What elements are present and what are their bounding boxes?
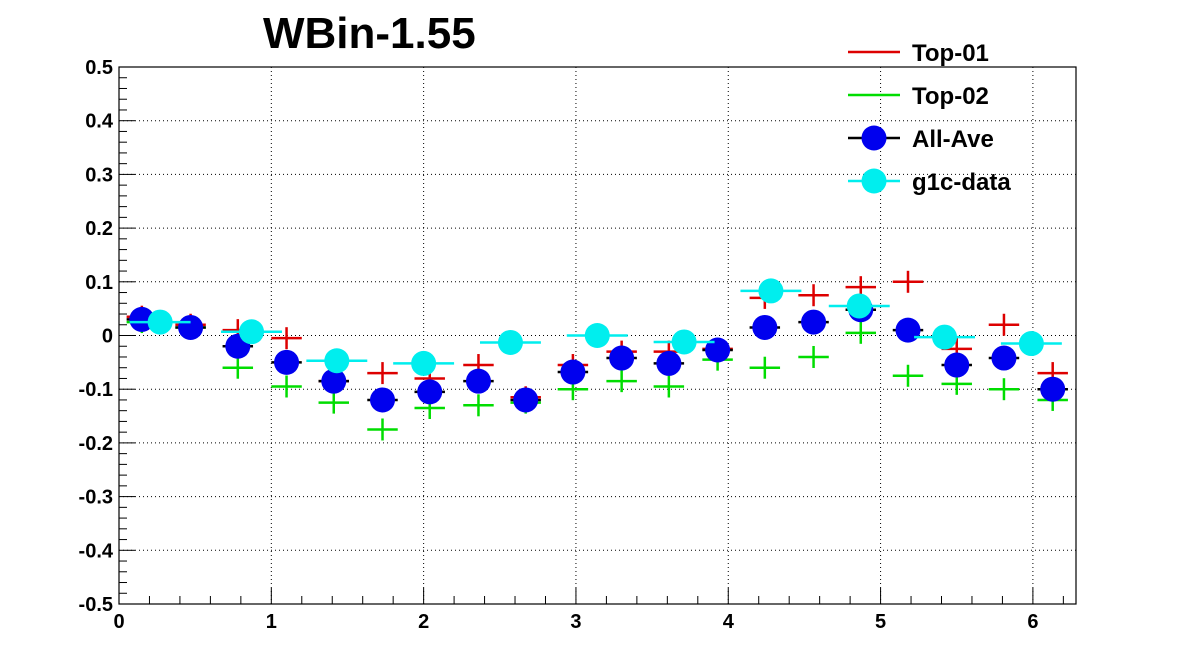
x-axis-tick-labels: 0 1 2 3 4 5 6 bbox=[113, 611, 1038, 633]
legend-marker bbox=[861, 125, 887, 151]
data-point bbox=[758, 278, 784, 304]
data-point bbox=[944, 352, 970, 378]
data-point bbox=[324, 348, 350, 374]
data-point bbox=[801, 309, 827, 335]
axis-ticks bbox=[118, 66, 1064, 605]
data-point bbox=[274, 349, 300, 375]
y-tick-label: -0.4 bbox=[79, 540, 114, 562]
data-point bbox=[752, 314, 778, 340]
y-tick-label: 0 bbox=[102, 326, 113, 348]
legend-item: Top-02 bbox=[848, 83, 989, 110]
x-tick-label: 2 bbox=[418, 611, 429, 633]
y-tick-label: 0.2 bbox=[85, 218, 113, 240]
x-tick-label: 3 bbox=[570, 611, 581, 633]
data-point bbox=[321, 368, 347, 394]
y-tick-label: 0.5 bbox=[85, 57, 113, 79]
chart-title: WBin-1.55 bbox=[263, 9, 476, 58]
data-point bbox=[497, 329, 523, 355]
y-tick-label: -0.3 bbox=[79, 487, 113, 509]
legend: Top-01 Top-02 All-Ave g1c-data bbox=[848, 40, 1011, 196]
x-tick-label: 0 bbox=[113, 611, 124, 633]
y-tick-label: 0.4 bbox=[85, 111, 114, 133]
data-point bbox=[584, 323, 610, 348]
data-point bbox=[1018, 331, 1044, 357]
legend-label: Top-01 bbox=[912, 40, 989, 67]
data-point bbox=[656, 350, 682, 376]
x-tick-label: 5 bbox=[875, 611, 886, 633]
legend-label: g1c-data bbox=[912, 169, 1011, 196]
data-point bbox=[895, 317, 921, 343]
legend-marker bbox=[861, 168, 887, 194]
legend-label: Top-02 bbox=[912, 83, 989, 110]
series-g1c-data bbox=[129, 278, 1062, 376]
data-point bbox=[178, 314, 204, 340]
y-axis-tick-labels: -0.5 -0.4 -0.3 -0.2 -0.1 0 0.1 0.2 0.3 0.4 0.5 bbox=[79, 57, 114, 616]
x-tick-label: 6 bbox=[1027, 611, 1038, 633]
data-point bbox=[609, 345, 635, 371]
data-point bbox=[846, 293, 872, 319]
data-point bbox=[465, 368, 491, 394]
x-tick-label: 4 bbox=[723, 611, 735, 633]
data-point bbox=[991, 345, 1017, 371]
legend-item: Top-01 bbox=[848, 40, 989, 67]
data-point bbox=[671, 329, 697, 355]
data-point bbox=[370, 387, 396, 413]
y-tick-label: -0.5 bbox=[79, 594, 113, 616]
data-point bbox=[705, 337, 731, 363]
data-point bbox=[129, 306, 155, 332]
legend-label: All-Ave bbox=[912, 126, 994, 153]
series bbox=[126, 270, 1068, 441]
data-point bbox=[932, 324, 958, 350]
data-point bbox=[513, 387, 539, 413]
data-point bbox=[411, 350, 437, 376]
series-all-ave bbox=[126, 297, 1068, 413]
y-tick-label: -0.2 bbox=[79, 433, 113, 455]
x-tick-label: 1 bbox=[266, 611, 277, 633]
data-point bbox=[147, 309, 173, 335]
y-tick-label: 0.1 bbox=[85, 272, 113, 294]
legend-item: g1c-data bbox=[848, 168, 1011, 196]
legend-item: All-Ave bbox=[848, 125, 994, 153]
y-tick-label: -0.1 bbox=[79, 379, 113, 401]
data-point bbox=[239, 319, 265, 345]
data-point bbox=[560, 359, 586, 385]
data-point bbox=[1040, 376, 1066, 402]
y-tick-label: 0.3 bbox=[85, 164, 113, 186]
data-point bbox=[417, 379, 443, 405]
